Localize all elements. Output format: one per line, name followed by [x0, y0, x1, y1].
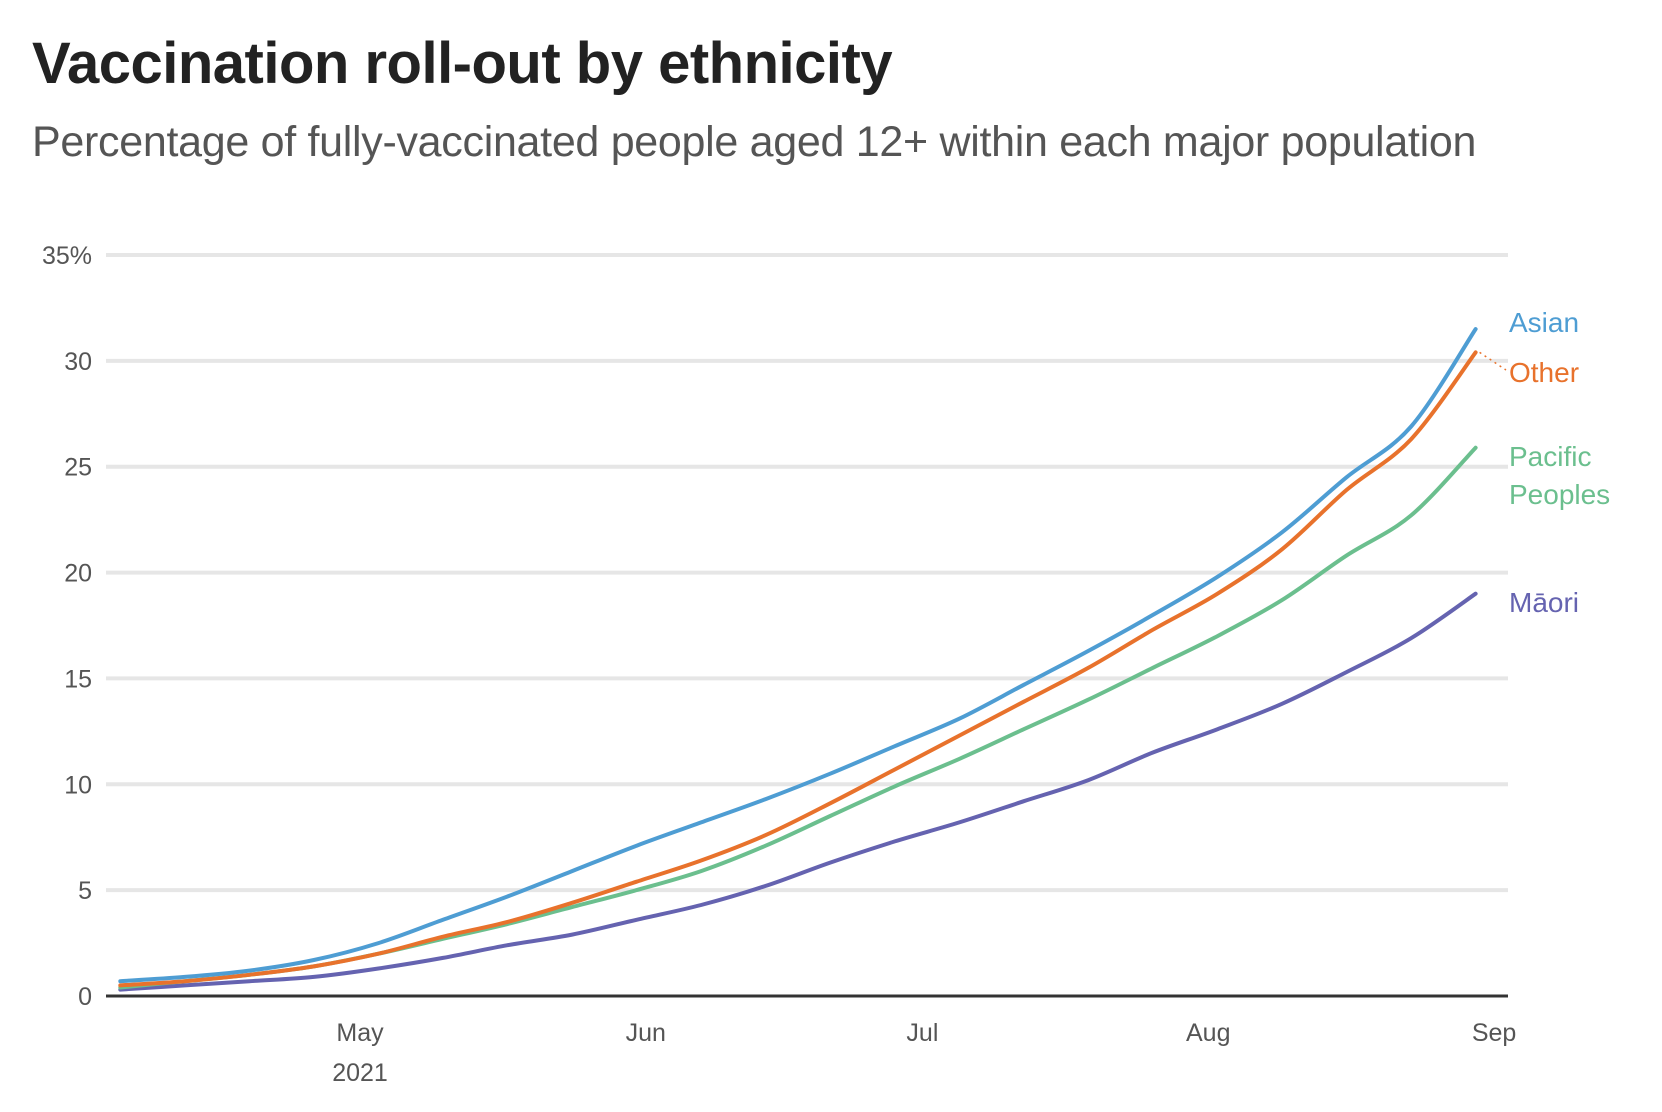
x-tick-sublabel: 2021: [332, 1059, 388, 1087]
gridlines: [106, 253, 1508, 893]
y-tick-label: 10: [64, 771, 92, 799]
series-label: Māori: [1509, 587, 1579, 618]
y-tick-label: 25: [64, 454, 92, 482]
x-tick-label: May: [336, 1019, 384, 1047]
series-line-m-ori: [118, 591, 1478, 992]
series-line-other: [118, 350, 1478, 988]
series-line-pacific-peoples: [118, 445, 1478, 990]
y-tick-label: 5: [78, 877, 92, 905]
y-tick-label: 0: [78, 983, 92, 1011]
x-tick-label: Jun: [626, 1019, 666, 1047]
chart-title: Vaccination roll-out by ethnicity: [32, 31, 893, 96]
y-tick-label: 35%: [42, 242, 92, 270]
x-tick-label: Jul: [906, 1019, 938, 1047]
chart-subtitle: Percentage of fully-vaccinated people ag…: [32, 118, 1477, 166]
series-label: Asian: [1509, 307, 1579, 338]
series-line-asian: [118, 327, 1478, 984]
series-labels: Māori Pacific Peoples Other Asian: [1479, 307, 1610, 618]
x-axis-ticks: May 2021 Jun Jul Aug Sep: [332, 1019, 1516, 1087]
y-axis-ticks: 0 5 10 15 20 25 30 35%: [42, 242, 92, 1011]
series-lines: [118, 327, 1478, 992]
series-label: Pacific: [1509, 441, 1591, 472]
series-label: Peoples: [1509, 479, 1610, 510]
y-tick-label: 20: [64, 560, 92, 588]
y-tick-label: 15: [64, 665, 92, 693]
series-label: Other: [1509, 357, 1579, 388]
x-tick-label: Aug: [1186, 1019, 1230, 1047]
y-tick-label: 30: [64, 348, 92, 376]
x-tick-label: Sep: [1472, 1019, 1516, 1047]
